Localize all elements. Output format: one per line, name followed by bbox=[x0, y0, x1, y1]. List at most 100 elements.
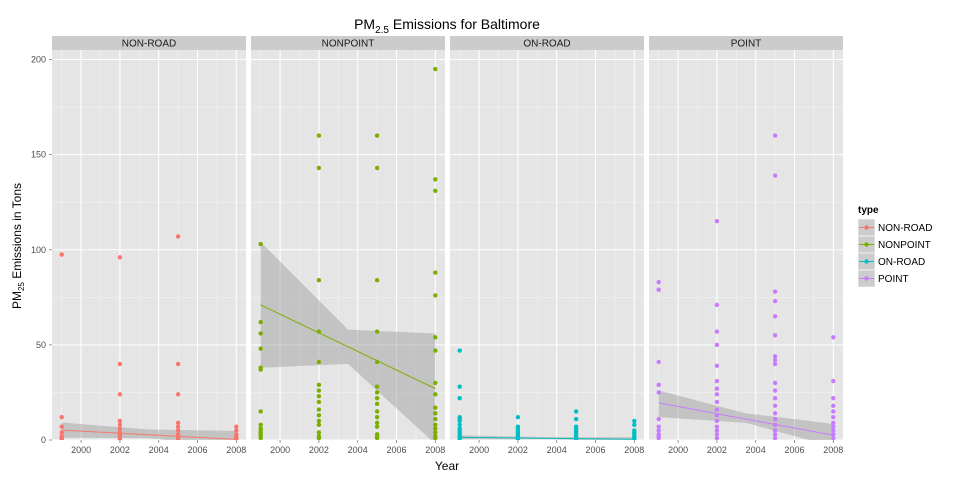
data-point bbox=[433, 380, 438, 386]
data-point bbox=[831, 435, 836, 440]
legend: type NON-ROAD NONPOINT ON-ROAD POINT bbox=[857, 205, 932, 288]
legend-label: NONPOINT bbox=[878, 240, 931, 251]
data-point bbox=[433, 411, 438, 416]
confidence-band bbox=[260, 242, 436, 440]
facet-strip bbox=[251, 36, 445, 50]
data-point bbox=[316, 277, 322, 283]
data-point bbox=[772, 395, 778, 401]
data-point bbox=[656, 279, 661, 285]
x-tick-label: 2006 bbox=[187, 445, 207, 455]
data-point bbox=[433, 435, 438, 440]
data-point bbox=[714, 342, 720, 348]
data-point bbox=[374, 435, 380, 440]
data-point bbox=[316, 422, 322, 427]
y-tick-label: 50 bbox=[36, 340, 46, 350]
panel-nonpoint: NONPOINT 2000 2002 2004 2006 2008 bbox=[251, 36, 445, 455]
y-tick-label: 100 bbox=[31, 245, 46, 255]
data-point bbox=[831, 432, 836, 437]
legend-item-on-road: ON-ROAD bbox=[857, 252, 925, 271]
data-point bbox=[656, 416, 661, 422]
data-point bbox=[714, 399, 720, 405]
y-tick-label: 0 bbox=[41, 435, 46, 445]
data-point bbox=[258, 319, 263, 325]
data-point bbox=[656, 287, 661, 292]
data-point bbox=[714, 363, 720, 369]
data-point bbox=[772, 388, 778, 393]
x-tick-label: 2002 bbox=[508, 445, 528, 455]
data-point bbox=[772, 298, 778, 304]
x-tick-label: 2004 bbox=[348, 445, 368, 455]
data-point bbox=[714, 428, 720, 433]
fit-line bbox=[260, 304, 436, 390]
data-point bbox=[433, 270, 438, 275]
data-point bbox=[117, 437, 123, 440]
data-point bbox=[433, 416, 438, 422]
data-point bbox=[831, 409, 836, 414]
data-point bbox=[433, 422, 438, 427]
data-point bbox=[714, 432, 720, 437]
data-point bbox=[117, 392, 123, 397]
x-tick-label: 2006 bbox=[585, 445, 605, 455]
data-point bbox=[714, 407, 720, 412]
x-tick-label: 2008 bbox=[226, 445, 246, 455]
data-point bbox=[433, 348, 438, 353]
panel-marks bbox=[59, 234, 239, 440]
data-point bbox=[316, 388, 322, 393]
data-point bbox=[175, 234, 181, 239]
panel-marks bbox=[258, 66, 438, 440]
data-point bbox=[117, 426, 123, 431]
panel-marks bbox=[656, 133, 836, 440]
data-point bbox=[515, 414, 521, 420]
data-point bbox=[374, 424, 380, 429]
panel-background bbox=[450, 50, 644, 440]
panel-background bbox=[251, 50, 445, 440]
data-point bbox=[656, 359, 661, 365]
data-point bbox=[831, 395, 836, 401]
data-point bbox=[714, 302, 720, 308]
data-point bbox=[117, 361, 123, 367]
data-point bbox=[316, 399, 322, 405]
panel-background bbox=[52, 50, 246, 440]
data-point bbox=[457, 418, 462, 424]
fit-line bbox=[459, 436, 635, 440]
data-point bbox=[772, 411, 778, 416]
facet-strip bbox=[649, 36, 843, 50]
data-point bbox=[234, 424, 239, 429]
panel-background bbox=[649, 50, 843, 440]
data-point bbox=[117, 255, 123, 260]
chart-title: PM2.5 Emissions for Baltimore bbox=[354, 16, 540, 36]
data-point bbox=[772, 357, 778, 363]
data-point bbox=[374, 133, 380, 138]
x-tick-label: 2008 bbox=[425, 445, 445, 455]
facet-label: NON-ROAD bbox=[122, 39, 176, 50]
data-point bbox=[316, 413, 322, 418]
data-point bbox=[258, 346, 263, 351]
data-point bbox=[772, 428, 778, 433]
data-point bbox=[258, 422, 263, 427]
data-point bbox=[714, 392, 720, 397]
data-point bbox=[714, 418, 720, 424]
data-point bbox=[772, 133, 778, 138]
data-point bbox=[316, 382, 322, 388]
legend-key-point bbox=[864, 225, 869, 230]
panel-point: POINT 2000 2002 2004 2006 2008 bbox=[649, 36, 843, 455]
data-point bbox=[714, 386, 720, 391]
data-point bbox=[831, 428, 836, 433]
data-point bbox=[374, 401, 380, 407]
confidence-band bbox=[61, 422, 237, 440]
data-point bbox=[316, 359, 322, 365]
x-tick-label: 2008 bbox=[624, 445, 644, 455]
facet-strip bbox=[450, 36, 644, 50]
y-tick-label: 200 bbox=[31, 55, 46, 65]
data-point bbox=[374, 277, 380, 283]
data-point bbox=[457, 384, 462, 389]
data-point bbox=[59, 424, 64, 429]
data-point bbox=[433, 335, 438, 340]
data-point bbox=[316, 165, 322, 171]
fit-line bbox=[658, 402, 834, 436]
data-point bbox=[175, 428, 181, 433]
data-point bbox=[772, 416, 778, 422]
data-point bbox=[573, 409, 579, 414]
data-point bbox=[433, 293, 438, 298]
legend-item-nonpoint: NONPOINT bbox=[857, 235, 931, 254]
